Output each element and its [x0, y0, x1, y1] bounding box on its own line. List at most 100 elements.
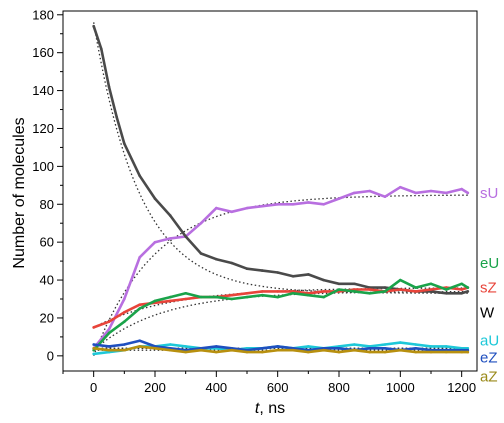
- data-point-aZ: [460, 350, 464, 354]
- data-point-W: [230, 261, 233, 265]
- data-point-aZ: [353, 348, 356, 352]
- data-point-aZ: [445, 350, 448, 354]
- series-eZ: [92, 339, 470, 352]
- data-point-aZ: [261, 350, 264, 354]
- data-point-aU: [92, 352, 95, 356]
- data-series: [92, 24, 470, 356]
- data-point-sZ: [169, 299, 172, 303]
- data-point-eU: [153, 299, 157, 303]
- series-line-eZ: [92, 339, 470, 352]
- data-point-sZ: [123, 311, 126, 314]
- series-sZ: [92, 286, 470, 329]
- data-point-sZ: [276, 290, 280, 293]
- data-point-eZ: [138, 339, 141, 343]
- fit-curve-sU: [93, 194, 468, 357]
- series-line-eU: [92, 278, 470, 352]
- data-point-aZ: [291, 348, 295, 352]
- data-point-sU: [199, 221, 203, 225]
- series-aZ: [92, 345, 470, 354]
- data-point-sZ: [429, 288, 433, 291]
- series-W: [92, 24, 470, 295]
- data-point-eU: [261, 293, 264, 297]
- series-label-sU: sU: [480, 185, 498, 202]
- x-tick-label: 800: [328, 380, 350, 395]
- data-point-sU: [307, 201, 310, 204]
- data-point-aU: [307, 345, 310, 348]
- data-point-aZ: [107, 348, 111, 352]
- data-point-W: [107, 85, 111, 89]
- data-point-eU: [230, 297, 233, 301]
- data-point-W: [245, 267, 249, 271]
- data-point-eZ: [414, 347, 418, 350]
- x-tick-label: 400: [205, 380, 227, 395]
- data-point-eU: [414, 286, 418, 289]
- fit-curve-sZ: [93, 287, 468, 328]
- data-point-eU: [353, 290, 356, 293]
- data-point-aZ: [138, 345, 141, 348]
- y-tick-label: 100: [32, 159, 54, 174]
- data-point-sZ: [368, 288, 372, 291]
- data-point-sU: [460, 187, 464, 191]
- y-axis-title: Number of molecules: [11, 117, 28, 268]
- data-point-eU: [337, 288, 341, 291]
- data-point-eZ: [368, 347, 372, 350]
- y-tick-label: 60: [40, 235, 54, 250]
- y-tick-label: 140: [32, 83, 54, 98]
- data-point-eU: [199, 295, 203, 299]
- series-sU: [92, 185, 470, 350]
- data-point-sU: [107, 328, 111, 331]
- data-point-aZ: [414, 350, 418, 354]
- data-point-W: [276, 271, 280, 274]
- data-point-sU: [353, 191, 356, 195]
- data-point-eZ: [215, 345, 218, 348]
- fit-curve-W: [93, 22, 468, 294]
- data-point-sU: [322, 203, 326, 206]
- data-point-sZ: [107, 320, 111, 324]
- data-point-aZ: [368, 350, 372, 354]
- data-point-eU: [276, 295, 280, 299]
- data-point-W: [169, 214, 172, 217]
- series-label-sZ: sZ: [480, 280, 497, 297]
- x-tick-label: 200: [144, 380, 166, 395]
- data-point-aZ: [383, 350, 387, 354]
- data-point-sZ: [414, 290, 418, 293]
- data-point-aU: [445, 345, 448, 348]
- series-line-aZ: [92, 345, 470, 354]
- data-point-sU: [466, 191, 470, 195]
- series-line-sZ: [92, 286, 470, 329]
- data-point-eU: [138, 307, 141, 310]
- plot-frame: [62, 10, 478, 372]
- data-point-eU: [169, 295, 172, 299]
- series-label-eZ: eZ: [480, 350, 498, 367]
- data-point-aZ: [466, 350, 470, 354]
- data-point-sU: [429, 189, 433, 193]
- data-point-aZ: [399, 348, 402, 352]
- data-point-eU: [123, 320, 126, 324]
- data-point-aZ: [245, 350, 249, 354]
- data-point-eU: [184, 292, 187, 295]
- data-point-sU: [414, 191, 418, 195]
- data-point-sZ: [230, 293, 233, 297]
- data-point-eZ: [276, 345, 280, 348]
- data-point-eZ: [107, 345, 111, 348]
- data-point-aZ: [276, 348, 280, 352]
- data-point-sZ: [245, 292, 249, 295]
- fit-curve-eU: [93, 291, 468, 351]
- data-point-aU: [429, 345, 433, 348]
- x-tick-label: 0: [90, 380, 97, 395]
- data-point-eU: [368, 292, 372, 295]
- data-point-W: [383, 286, 387, 289]
- data-point-eU: [245, 295, 249, 299]
- data-point-sZ: [261, 290, 264, 293]
- series-label-W: W: [480, 304, 495, 321]
- data-point-aU: [169, 343, 172, 346]
- data-point-aZ: [230, 348, 233, 352]
- data-point-eU: [107, 331, 111, 335]
- data-point-W: [445, 292, 448, 295]
- data-point-eU: [291, 292, 295, 295]
- data-point-sZ: [460, 288, 464, 291]
- data-point-aZ: [153, 347, 157, 350]
- data-point-sU: [445, 191, 448, 195]
- data-point-aZ: [199, 348, 203, 352]
